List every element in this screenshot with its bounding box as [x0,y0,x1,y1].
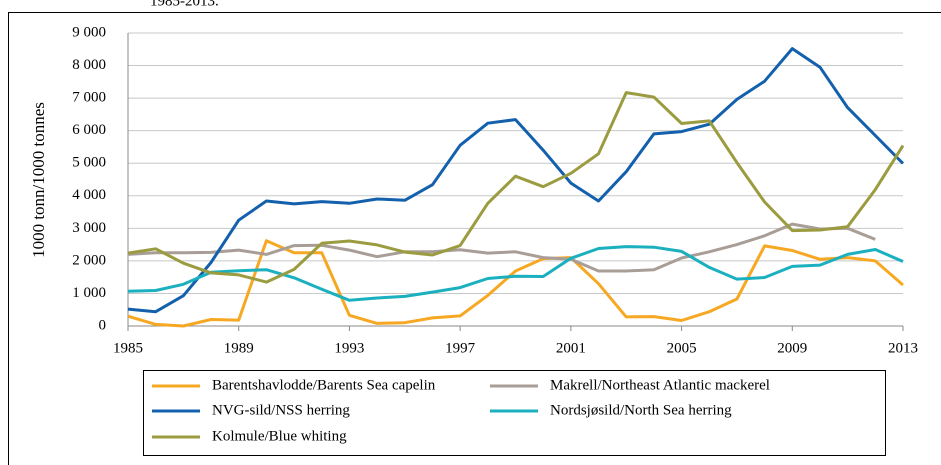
y-tick-label: 8 000 [72,57,106,73]
frame [8,12,941,465]
x-tick-label: 1993 [334,340,364,356]
y-tick-label: 9 000 [72,24,106,40]
y-tick-label: 6 000 [72,122,106,138]
y-tick-label: 4 000 [72,187,106,203]
y-axis-label: 1000 tonn/1000 tonnes [29,102,48,258]
x-tick-label: 1997 [445,340,476,356]
series-line [127,47,905,314]
x-tick-label: 2001 [556,340,586,356]
series-line [127,245,904,302]
series-line [127,91,905,284]
legend-label: NVG-sild/NSS herring [212,402,350,418]
y-tick-label: 1 000 [72,285,106,301]
legend-label: Barentshavlodde/Barents Sea capelin [212,377,436,393]
y-tick-label: 2 000 [72,252,106,268]
x-tick-label: 1985 [113,340,143,356]
legend-label: Makrell/Northeast Atlantic mackerel [550,377,770,393]
series-line [127,222,876,273]
y-tick-label: 3 000 [72,220,106,236]
series-line [127,239,904,328]
y-tick-label: 7 000 [72,90,106,106]
x-tick-label: 2009 [777,340,807,356]
y-tick-label: 0 [99,317,107,333]
y-tick-label: 5 000 [72,155,106,171]
chart-title: 1985-2013. [150,0,219,9]
legend-label: Nordsjøsild/North Sea herring [550,402,732,418]
x-tick-label: 2013 [888,340,918,356]
x-tick-label: 1989 [224,340,254,356]
legend-label: Kolmule/Blue whiting [212,428,347,444]
x-tick-label: 2005 [667,340,697,356]
